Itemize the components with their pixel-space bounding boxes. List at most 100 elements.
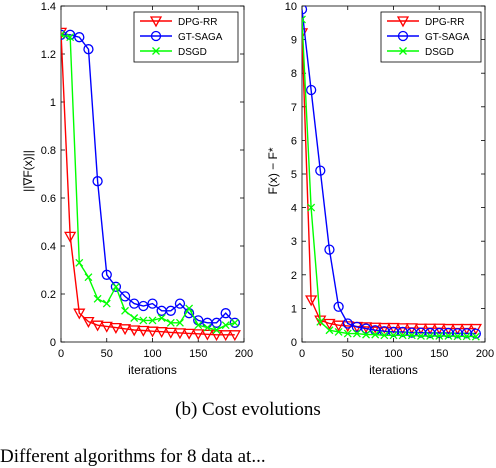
left-point-dsgd bbox=[185, 304, 194, 313]
right-xtick-label: 150 bbox=[430, 348, 448, 360]
right-point-dsgd bbox=[435, 331, 444, 340]
right-point-dsgd bbox=[334, 327, 343, 336]
right-point-dpg-rr bbox=[305, 295, 318, 307]
right-point-dsgd bbox=[462, 332, 471, 341]
right-ytick-label: 2 bbox=[291, 270, 297, 282]
right-ytick-label: 8 bbox=[291, 68, 297, 80]
right-xtick-label: 0 bbox=[299, 348, 305, 360]
right-point-gt-saga bbox=[324, 244, 335, 255]
left-point-dsgd bbox=[66, 33, 75, 42]
right-ylabel: F(x) − F* bbox=[266, 147, 280, 194]
right-point-dsgd bbox=[362, 330, 371, 339]
left-ytick-label: 1.4 bbox=[41, 1, 56, 13]
left-point-gt-saga bbox=[138, 300, 149, 312]
right-point-dpg-rr bbox=[332, 320, 345, 332]
left-point-gt-saga bbox=[211, 317, 222, 328]
left-point-dpg-rr bbox=[173, 328, 187, 340]
right-legend-label-gt-saga: GT-SAGA bbox=[425, 32, 470, 43]
right-point-dsgd bbox=[343, 329, 352, 338]
left-point-dsgd bbox=[84, 273, 93, 282]
right-point-dpg-rr bbox=[369, 322, 382, 334]
right-point-dsgd bbox=[325, 326, 334, 335]
left-point-dpg-rr bbox=[109, 322, 123, 334]
left-ytick-label: 0.8 bbox=[41, 145, 56, 157]
figure-caption: (b) Cost evolutions bbox=[175, 399, 321, 420]
left-xlabel: iterations bbox=[128, 363, 177, 377]
left-ytick-label: 0.4 bbox=[41, 241, 56, 253]
right-ytick-label: 3 bbox=[291, 236, 297, 248]
left-point-dsgd bbox=[212, 326, 221, 334]
right-point-dsgd bbox=[371, 330, 380, 339]
left-series-line-gt-saga bbox=[61, 34, 236, 324]
right-legend-marker-dpg-rr bbox=[396, 16, 410, 28]
left-point-dpg-rr bbox=[82, 316, 95, 328]
right-series-group bbox=[302, 6, 482, 341]
right-point-dsgd bbox=[453, 332, 462, 341]
right-series-line-dpg-rr bbox=[302, 32, 476, 330]
left-ytick-label: 1.2 bbox=[41, 49, 56, 61]
left-point-gt-saga bbox=[119, 291, 131, 302]
left-xtick-label: 0 bbox=[58, 348, 64, 360]
left-point-dpg-rr bbox=[228, 330, 241, 342]
left-xtick-label: 150 bbox=[189, 348, 207, 360]
left-xtick-label: 100 bbox=[143, 348, 161, 360]
left-point-dpg-rr bbox=[73, 308, 86, 320]
right-point-dpg-rr bbox=[359, 322, 373, 334]
left-point-dpg-rr bbox=[137, 325, 150, 337]
left-point-dsgd bbox=[175, 318, 184, 327]
left-point-gt-saga bbox=[74, 32, 85, 43]
right-point-dpg-rr bbox=[341, 321, 354, 333]
left-point-dpg-rr bbox=[118, 324, 132, 336]
right-legend-label-dpg-rr: DPG-RR bbox=[425, 17, 464, 28]
left-point-dsgd bbox=[130, 314, 139, 322]
right-point-gt-saga bbox=[470, 328, 482, 339]
left-point-gt-saga bbox=[229, 317, 241, 328]
right-ytick-label: 9 bbox=[291, 35, 297, 47]
figure: ||∇F(x)|| 0 50 100 150 20000.20.40.60.811.21… bbox=[21, 1, 494, 377]
right-point-dpg-rr bbox=[378, 322, 391, 334]
left-series-line-dsgd bbox=[61, 34, 235, 331]
right-xlabel: iterations bbox=[369, 363, 418, 377]
left-point-dpg-rr bbox=[64, 231, 77, 243]
right-point-gt-saga bbox=[305, 84, 317, 96]
left-point-dsgd bbox=[203, 323, 212, 332]
cut-off-caption-text: Different algorithms for 8 data at... bbox=[0, 446, 266, 467]
right-point-dsgd bbox=[302, 15, 306, 24]
left-series-group bbox=[61, 27, 241, 342]
right-legend-marker-gt-saga bbox=[397, 30, 409, 42]
right-legend-label-dsgd: DSGD bbox=[425, 47, 454, 58]
right-point-dsgd bbox=[444, 331, 453, 340]
left-legend-label-dpg-rr: DPG-RR bbox=[178, 17, 217, 28]
right-chart-panel: F(x) − F* 0 50 100 150 200 0 1 2 3 4 5 6 7 8 9 10 iterat… bbox=[266, 1, 494, 377]
left-point-dsgd bbox=[221, 321, 230, 330]
left-point-dsgd bbox=[121, 306, 130, 315]
right-point-dsgd bbox=[389, 331, 398, 340]
right-ytick-label: 0 bbox=[291, 337, 297, 349]
left-point-dsgd bbox=[75, 258, 84, 267]
left-series-line-dpg-rr bbox=[61, 32, 235, 336]
left-point-dsgd bbox=[148, 316, 157, 325]
left-point-dsgd bbox=[102, 299, 111, 308]
left-point-dsgd bbox=[157, 314, 166, 322]
right-point-dsgd bbox=[416, 331, 425, 340]
left-point-dsgd bbox=[139, 316, 148, 325]
left-point-dpg-rr bbox=[128, 325, 141, 337]
right-ytick-label: 7 bbox=[291, 102, 297, 114]
left-ytick-label: 0.6 bbox=[41, 193, 56, 205]
right-point-gt-saga bbox=[315, 165, 326, 176]
right-legend-marker-dsgd bbox=[399, 47, 407, 55]
right-ytick-label: 5 bbox=[291, 169, 297, 181]
right-point-dsgd bbox=[380, 331, 389, 340]
left-point-dpg-rr bbox=[155, 327, 168, 339]
right-point-dsgd bbox=[398, 331, 407, 340]
right-point-dsgd bbox=[352, 329, 361, 338]
left-point-dpg-rr bbox=[182, 328, 196, 340]
left-point-gt-saga bbox=[147, 298, 158, 309]
left-legend-marker-dpg-rr bbox=[149, 16, 163, 28]
left-point-gt-saga bbox=[174, 298, 186, 309]
right-xtick-label: 100 bbox=[384, 348, 402, 360]
right-point-dsgd bbox=[307, 203, 316, 212]
left-point-gt-saga bbox=[110, 281, 122, 292]
left-point-dpg-rr bbox=[192, 329, 205, 341]
left-point-dpg-rr bbox=[91, 320, 104, 332]
